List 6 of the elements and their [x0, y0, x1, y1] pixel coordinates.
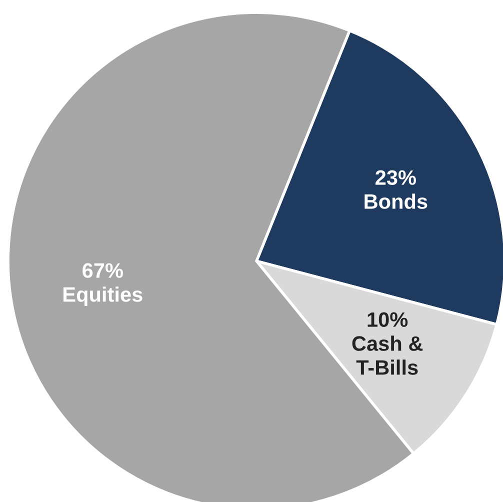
- data-label: 23%: [376, 170, 416, 186]
- slice-label: Bonds: [364, 194, 428, 209]
- data-label: 67%: [82, 263, 123, 278]
- slice-label: Equities: [64, 286, 142, 306]
- slice-label: Cash & T-Bills: [352, 336, 423, 375]
- data-label: 10%: [368, 312, 408, 327]
